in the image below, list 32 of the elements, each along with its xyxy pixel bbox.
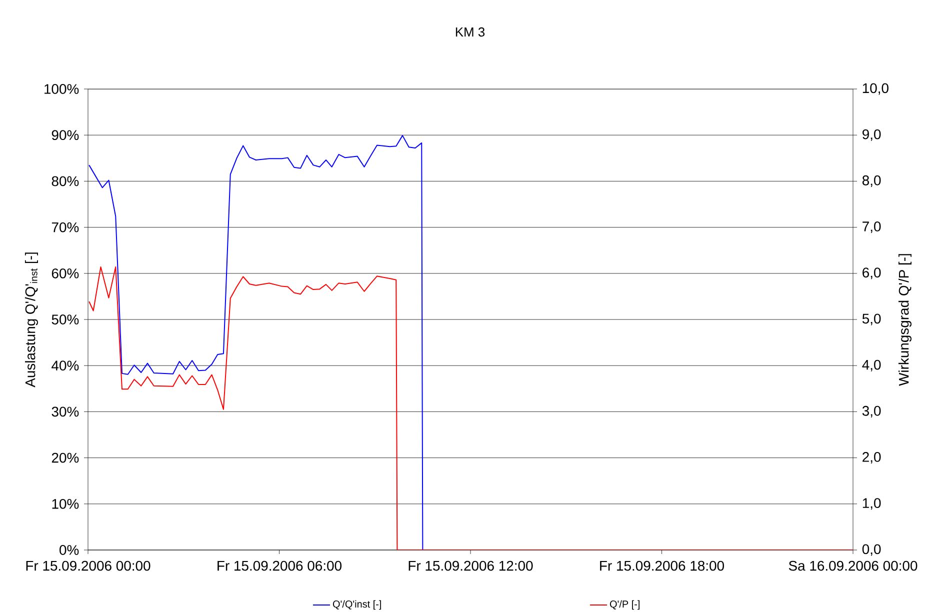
y-tick-label: 100%: [44, 84, 79, 94]
legend-label: Q'/P [-]: [610, 600, 640, 610]
y2-tick-label: 4,0: [862, 360, 881, 372]
x-tick-label: Sa 16.09.2006 00:00: [788, 560, 918, 571]
y2-axis-title: Wirkungsgrad Q'/P [-]: [898, 254, 912, 386]
y2-tick-label: 7,0: [862, 222, 881, 234]
y-tick-label: 80%: [52, 176, 79, 186]
x-tick-label: Fr 15.09.2006 06:00: [218, 560, 342, 571]
y-axis-title: Auslastung Q'/Q'$_{inst}$ [-]: [24, 252, 38, 388]
y2-tick-label: 1,0: [862, 498, 881, 510]
y2-tick-label: 8,0: [862, 175, 881, 187]
x-tick-label: Fr 15.09.2006 00:00: [26, 560, 150, 571]
y-tick-label: 60%: [52, 268, 79, 278]
y-tick-label: 20%: [52, 452, 79, 463]
y2-tick-label: 10,0: [862, 83, 888, 95]
y-tick-label: 40%: [52, 360, 79, 371]
x-tick-label: Fr 15.09.2006 12:00: [408, 560, 533, 571]
legend-label: Q'/Q'inst [-]: [332, 600, 381, 610]
y2-tick-label: 9,0: [862, 129, 881, 141]
y-tick-label: 30%: [52, 406, 79, 417]
y2-tick-label: 0,0: [862, 544, 881, 556]
y2-tick-label: 2,0: [862, 452, 881, 464]
y2-tick-label: 5,0: [862, 314, 881, 326]
x-tick-label: Fr 15.09.2006 18:00: [600, 560, 724, 571]
y-tick-label: 0%: [60, 545, 79, 555]
y-tick-label: 90%: [52, 130, 79, 140]
y-tick-label: 50%: [52, 314, 79, 324]
y2-tick-label: 3,0: [862, 406, 881, 418]
y-tick-label: 10%: [52, 498, 79, 509]
y-tick-label: 70%: [52, 222, 79, 232]
chart-title: KM 3: [456, 27, 485, 37]
y2-tick-label: 6,0: [862, 268, 881, 280]
